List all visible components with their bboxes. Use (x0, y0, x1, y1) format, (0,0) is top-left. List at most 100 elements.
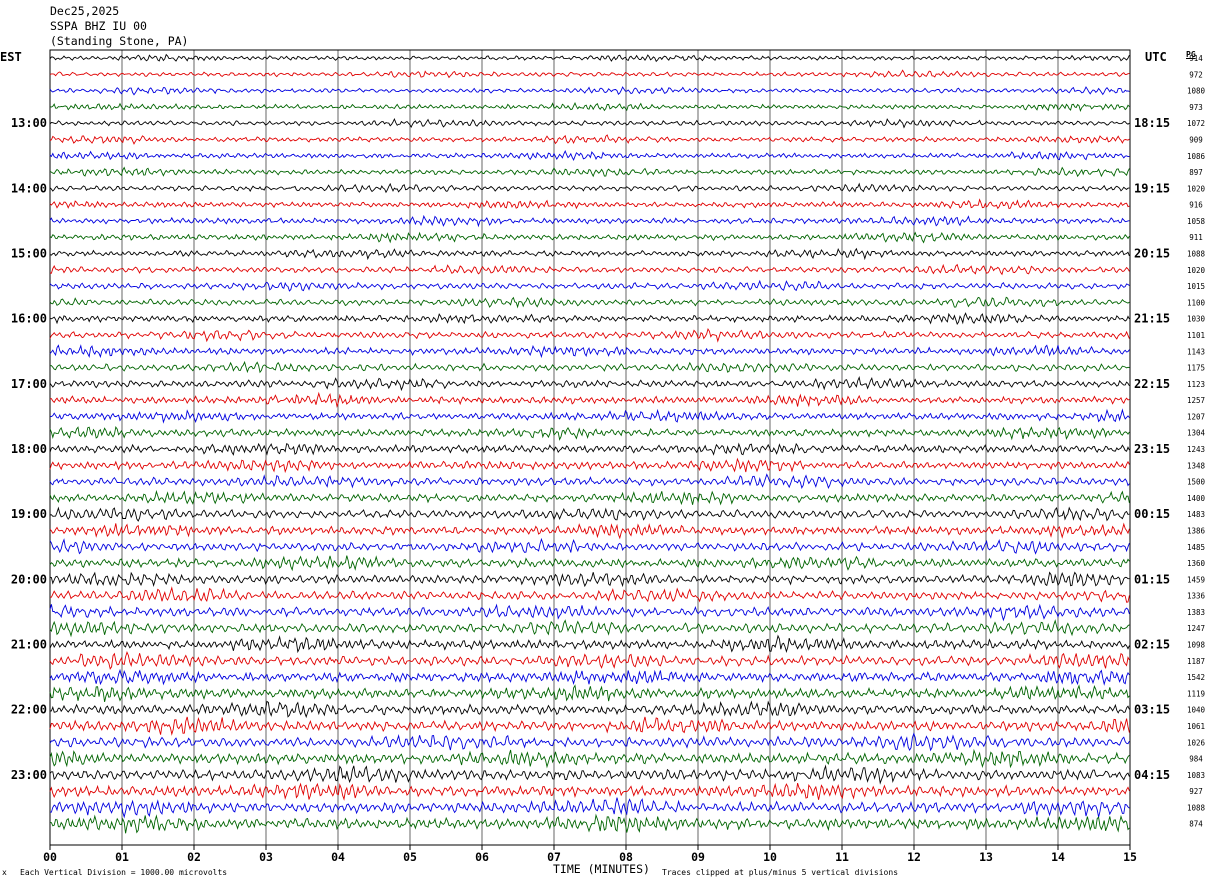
trace-value-label: 1360 (1187, 559, 1206, 568)
utc-time-label: 01:15 (1134, 572, 1170, 586)
seismic-trace (49, 700, 1130, 719)
trace-value-label: 1061 (1187, 722, 1205, 731)
seismic-trace (49, 764, 1130, 785)
seismic-trace (49, 555, 1130, 572)
station-id: SSPA BHZ IU 00 (50, 19, 147, 33)
seismic-trace (49, 489, 1130, 506)
trace-value-label: 1304 (1187, 429, 1206, 438)
trace-value-label: 914 (1189, 54, 1203, 63)
seismic-trace (49, 651, 1130, 670)
trace-value-label: 1175 (1187, 364, 1205, 373)
utc-time-label: 18:15 (1134, 116, 1170, 130)
right-column-title: PG (1186, 50, 1196, 59)
seismic-trace (49, 117, 1130, 129)
seismic-trace (49, 328, 1130, 343)
x-tick-label: 04 (331, 850, 345, 864)
utc-time-label: 02:15 (1134, 638, 1170, 652)
x-tick-label: 02 (187, 850, 201, 864)
trace-value-label: 1336 (1187, 592, 1206, 601)
clip-note: Traces clipped at plus/minus 5 vertical … (662, 868, 899, 877)
trace-value-label: 1143 (1187, 347, 1205, 356)
x-tick-label: 10 (763, 850, 777, 864)
seismic-trace (50, 586, 1130, 603)
x-tick-label: 15 (1123, 850, 1137, 864)
trace-value-label: 1542 (1187, 673, 1205, 682)
seismic-trace (49, 619, 1130, 638)
seismic-trace (49, 149, 1130, 161)
trace-value-label: 1247 (1187, 624, 1205, 633)
trace-value-label: 1485 (1187, 543, 1205, 552)
trace-value-label: 1119 (1187, 689, 1205, 698)
trace-value-label: 1386 (1187, 526, 1206, 535)
seismic-trace (49, 668, 1130, 686)
right-trace-values: 914 972 1080 973 1072 909 1086 897 1020 916 1058 91… (1187, 54, 1206, 829)
trace-value-label: 1020 (1187, 266, 1206, 275)
trace-value-label: 909 (1189, 135, 1203, 144)
left-timezone-label: EST (0, 50, 22, 64)
right-time-labels: 18:15 19:15 20:15 21:15 22:15 23:15 00:15 01:15… (1134, 116, 1170, 782)
utc-time-label: 21:15 (1134, 312, 1170, 326)
trace-value-label: 1459 (1187, 575, 1205, 584)
gridlines (121, 50, 1059, 845)
seismic-trace (49, 86, 1130, 96)
seismic-trace (49, 231, 1130, 244)
x-tick-label: 12 (907, 850, 921, 864)
seismic-trace (49, 214, 1130, 228)
x-tick-label: 03 (259, 850, 273, 864)
seismic-trace (49, 312, 1130, 326)
seismic-trace (49, 279, 1130, 292)
seismic-trace (49, 473, 1130, 490)
left-time-labels: 13:00 14:00 15:00 16:00 17:00 18:00 19:00 20:00… (11, 116, 47, 782)
utc-time-label: 20:15 (1134, 247, 1170, 261)
seismic-trace (49, 716, 1130, 736)
seismic-trace (49, 603, 1130, 622)
x-tick-label: 00 (43, 850, 57, 864)
trace-value-label: 1088 (1187, 250, 1206, 259)
x-axis-title: TIME (MINUTES) (553, 862, 650, 876)
trace-value-label: 1072 (1187, 119, 1205, 128)
x-tick-label: 06 (475, 850, 489, 864)
trace-value-label: 1400 (1187, 494, 1206, 503)
seismic-trace (49, 797, 1130, 819)
x-tick-label: 13 (979, 850, 993, 864)
seismic-trace (49, 101, 1130, 113)
seismic-trace (49, 69, 1130, 79)
utc-time-label: 23:15 (1134, 442, 1170, 456)
trace-value-label: 1383 (1187, 608, 1205, 617)
trace-value-label: 1058 (1187, 217, 1206, 226)
est-hour-label: 16:00 (11, 312, 47, 326)
seismic-trace (49, 813, 1130, 834)
seismic-trace (49, 344, 1130, 359)
utc-time-label: 19:15 (1134, 181, 1170, 195)
x-axis-ticks: 00 01 02 03 04 05 06 07 08 09 10 11 12 13 14 15 (43, 845, 1137, 864)
seismic-trace (49, 506, 1130, 522)
est-hour-label: 14:00 (11, 181, 47, 195)
x-tick-label: 11 (835, 850, 849, 864)
x-tick-label: 09 (691, 850, 705, 864)
right-timezone-label: UTC (1145, 50, 1167, 64)
trace-value-label: 927 (1189, 787, 1203, 796)
trace-value-label: 916 (1189, 201, 1203, 210)
trace-value-label: 972 (1189, 70, 1203, 79)
trace-value-label: 1040 (1187, 706, 1206, 715)
trace-value-label: 1257 (1187, 396, 1205, 405)
trace-value-label: 1123 (1187, 380, 1205, 389)
est-hour-label: 18:00 (11, 442, 47, 456)
trace-value-label: 1483 (1187, 510, 1205, 519)
trace-value-label: 1080 (1187, 87, 1206, 96)
seismic-trace (49, 522, 1130, 540)
seismic-trace (49, 166, 1130, 178)
seismic-trace (49, 53, 1130, 63)
seismic-trace (49, 296, 1130, 309)
scale-note: Each Vertical Division = 1000.00 microvo… (20, 868, 228, 877)
trace-value-label: 1101 (1187, 331, 1205, 340)
trace-value-label: 911 (1189, 233, 1203, 242)
seismic-trace (49, 748, 1130, 769)
seismic-trace (49, 391, 1130, 409)
seismic-trace (49, 247, 1130, 261)
est-hour-label: 17:00 (11, 377, 47, 391)
est-hour-label: 20:00 (11, 572, 47, 586)
seismic-trace (49, 732, 1130, 752)
trace-value-label: 1020 (1187, 184, 1206, 193)
